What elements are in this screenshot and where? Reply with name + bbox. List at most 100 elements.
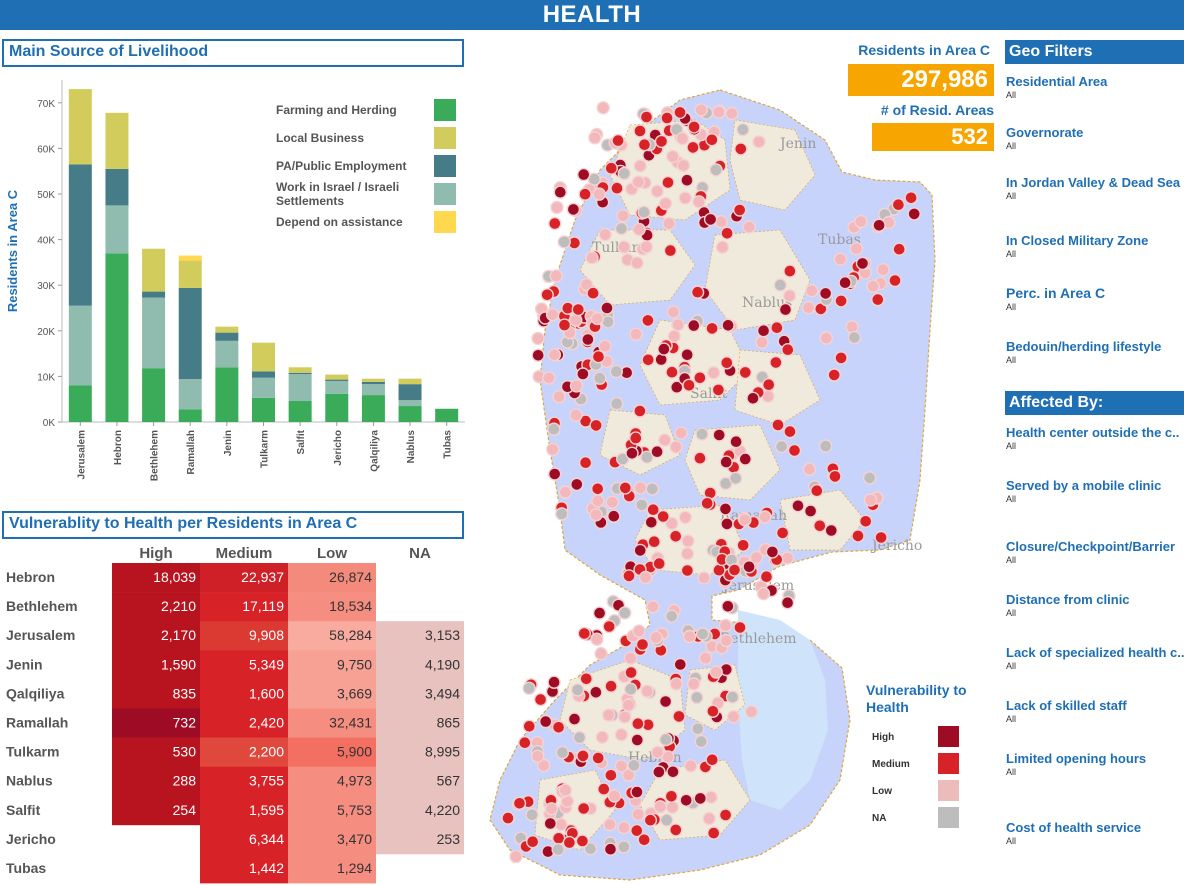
residential-area-marker[interactable] (533, 692, 548, 707)
residential-area-marker[interactable] (590, 482, 605, 496)
residential-area-marker[interactable] (604, 679, 618, 693)
residential-area-marker[interactable] (762, 378, 776, 392)
residential-area-marker[interactable] (600, 301, 614, 315)
residential-area-marker[interactable] (607, 509, 621, 523)
residential-area-marker[interactable] (691, 722, 705, 736)
residential-area-marker[interactable] (641, 313, 655, 328)
residential-area-marker[interactable] (728, 471, 743, 485)
residential-area-marker[interactable] (629, 431, 643, 445)
residential-area-marker[interactable] (758, 510, 772, 524)
residential-area-marker[interactable] (665, 800, 680, 814)
residential-area-marker[interactable] (833, 252, 848, 266)
legend-item-low[interactable]: Low (866, 778, 986, 805)
residential-area-marker[interactable] (700, 496, 714, 510)
residential-area-marker[interactable] (635, 637, 650, 652)
residential-area-marker[interactable] (705, 753, 719, 767)
residential-area-marker[interactable] (659, 813, 674, 827)
residential-area-marker[interactable] (578, 456, 593, 470)
residential-area-marker[interactable] (680, 547, 695, 561)
heat-cell[interactable] (112, 679, 200, 709)
residential-area-marker[interactable] (773, 278, 787, 292)
residential-area-marker[interactable] (650, 745, 665, 760)
residential-area-marker[interactable] (646, 600, 660, 614)
residential-area-marker[interactable] (637, 833, 651, 847)
heat-cell[interactable] (288, 795, 376, 826)
residential-area-marker[interactable] (589, 508, 603, 522)
residential-area-marker[interactable] (718, 618, 733, 633)
residential-area-marker[interactable] (596, 101, 610, 115)
heat-cell[interactable] (200, 854, 288, 884)
residential-area-marker[interactable] (694, 734, 709, 749)
residential-area-marker[interactable] (849, 241, 864, 256)
residential-area-marker[interactable] (845, 320, 859, 334)
residential-area-marker[interactable] (780, 551, 795, 565)
heat-cell[interactable] (112, 708, 200, 738)
residential-area-marker[interactable] (672, 709, 686, 724)
residential-area-marker[interactable] (783, 264, 797, 278)
residential-area-marker[interactable] (775, 526, 790, 540)
bar-segment-tulkarm-work-in-israel-israeli-settlements[interactable] (252, 377, 275, 398)
residential-area-marker[interactable] (569, 379, 584, 393)
residential-area-marker[interactable] (633, 404, 647, 418)
bar-segment-qalqiliya-farming-and-herding[interactable] (361, 395, 385, 422)
bar-segment-jenin-pa-public-employment[interactable] (215, 332, 239, 341)
residential-area-marker[interactable] (646, 503, 660, 517)
legend-item-pa-public-employment[interactable]: PA/Public Employment (276, 155, 456, 177)
bar-segment-bethlehem-local-business[interactable] (142, 248, 166, 292)
residential-area-marker[interactable] (671, 318, 685, 332)
bar-segment-qalqiliya-local-business[interactable] (361, 378, 385, 382)
residential-area-marker[interactable] (703, 212, 718, 227)
residential-area-marker[interactable] (566, 202, 581, 217)
residential-area-marker[interactable] (711, 383, 726, 397)
residential-area-marker[interactable] (575, 834, 590, 848)
residential-area-marker[interactable] (537, 758, 551, 773)
residential-area-marker[interactable] (624, 665, 638, 680)
residential-area-marker[interactable] (662, 216, 676, 231)
heat-cell[interactable] (200, 650, 288, 680)
residential-area-marker[interactable] (665, 516, 679, 531)
residential-area-marker[interactable] (666, 765, 680, 779)
residential-area-marker[interactable] (705, 321, 719, 336)
residential-area-marker[interactable] (709, 665, 723, 679)
residential-area-marker[interactable] (693, 371, 707, 385)
residential-area-marker[interactable] (625, 446, 639, 460)
bar-segment-ramallah-local-business[interactable] (178, 260, 202, 288)
vulnerability-heat-table[interactable]: High Medium Low NA Hebron 18,039 22,937 26,874 B… (0, 540, 470, 884)
residential-area-marker[interactable] (637, 137, 652, 152)
residential-area-marker[interactable] (669, 823, 683, 837)
residential-area-marker[interactable] (669, 440, 683, 454)
residential-area-marker[interactable] (644, 515, 659, 529)
heat-cell[interactable] (288, 737, 376, 767)
residential-area-marker[interactable] (601, 708, 616, 722)
residential-area-marker[interactable] (633, 543, 647, 558)
residential-area-marker[interactable] (666, 305, 681, 319)
residential-area-marker[interactable] (810, 484, 824, 498)
residential-area-marker[interactable] (544, 802, 559, 816)
residential-area-marker[interactable] (579, 672, 594, 686)
residential-area-marker[interactable] (630, 823, 644, 838)
residential-area-marker[interactable] (854, 214, 868, 229)
residential-area-marker[interactable] (866, 279, 880, 293)
residential-area-marker[interactable] (558, 783, 573, 797)
bar-segment-nablus-farming-and-herding[interactable] (398, 406, 422, 422)
residential-area-marker[interactable] (522, 719, 536, 733)
residential-area-marker[interactable] (680, 563, 695, 578)
residential-area-marker[interactable] (755, 335, 769, 349)
residential-area-marker[interactable] (627, 758, 641, 773)
residential-area-marker[interactable] (530, 749, 545, 763)
residential-area-marker[interactable] (675, 131, 690, 146)
bar-segment-jericho-pa-public-employment[interactable] (325, 379, 349, 381)
residential-area-marker[interactable] (828, 469, 842, 484)
residential-area-marker[interactable] (614, 759, 629, 773)
bar-segment-jerusalem-pa-public-employment[interactable] (68, 164, 92, 306)
residential-area-marker[interactable] (695, 427, 709, 441)
residential-area-marker[interactable] (759, 570, 774, 584)
residential-area-marker[interactable] (656, 509, 670, 524)
residential-area-marker[interactable] (607, 789, 622, 803)
residential-area-marker[interactable] (749, 550, 764, 565)
residential-area-marker[interactable] (687, 120, 701, 134)
residential-area-marker[interactable] (650, 445, 664, 459)
bar-segment-salfit-work-in-israel-israeli-settlements[interactable] (288, 374, 312, 402)
residential-area-marker[interactable] (692, 195, 706, 209)
